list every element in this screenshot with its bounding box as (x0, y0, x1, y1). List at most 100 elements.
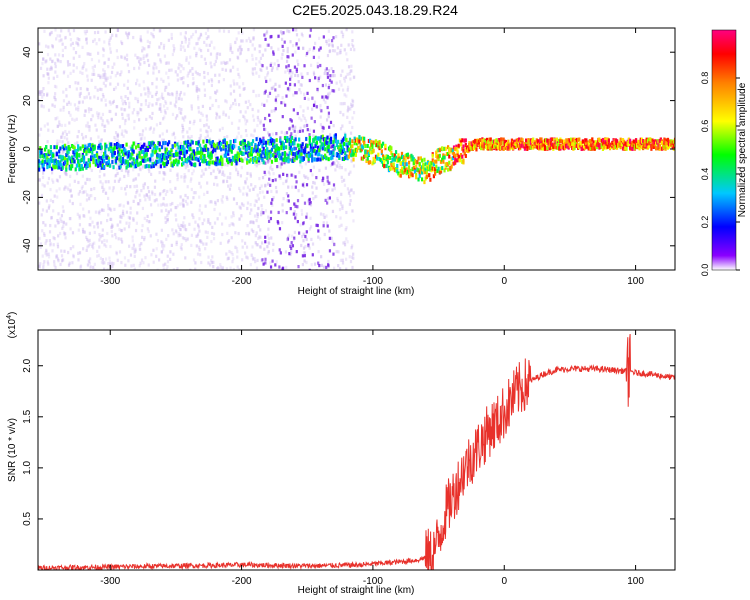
snr-x-ticks: -300 -200 -100 0 100 (100, 330, 644, 587)
spectrogram-cell (210, 259, 213, 263)
spectrogram-cell (350, 188, 353, 192)
spectrogram-cell (341, 35, 345, 39)
spectrogram-cell (352, 256, 355, 260)
spectrogram-cell (232, 267, 235, 270)
spectrogram-cell (194, 267, 197, 270)
spectrogram-cell (203, 40, 206, 44)
spectrogram-cell (183, 179, 186, 183)
spectrogram-cell (547, 138, 550, 143)
spectrogram-cell (54, 92, 57, 96)
spectrogram-cell (263, 154, 266, 159)
spectrogram-cell (288, 233, 291, 237)
spectrogram-cell (245, 245, 249, 249)
spectrogram-cell (52, 236, 55, 240)
spectrogram-cell (198, 195, 201, 199)
spectrogram-cell (294, 125, 297, 129)
spectrogram-cell (69, 227, 72, 231)
spectrogram-cell (109, 263, 112, 267)
spectrogram-cell (496, 139, 499, 144)
spectrogram-cell (324, 138, 327, 143)
spectrogram-cell (309, 203, 313, 207)
spectrogram-cell (62, 165, 66, 169)
spectrogram-cell (343, 183, 347, 187)
spectrogram-cell (400, 151, 404, 156)
spectrogram-cell (299, 105, 302, 109)
spectrogram-cell (240, 134, 243, 139)
spectrogram-cell (102, 81, 105, 85)
spectrogram-cell (224, 68, 228, 72)
spectrogram-cell (91, 155, 94, 160)
spectrogram-cell (166, 217, 169, 221)
spectrogram-cell (296, 205, 299, 209)
spectrogram-cell (213, 46, 216, 50)
spectrogram-cell (98, 143, 101, 148)
spectrogram-cell (220, 155, 223, 160)
spectrogram-cell (159, 159, 162, 164)
spectrogram-cell (475, 139, 478, 144)
spectrogram-cell (238, 141, 242, 146)
spectrogram-cell (601, 141, 605, 146)
spectrogram-cell (248, 232, 251, 236)
spectrogram-cell (272, 50, 275, 54)
spectrogram-cell (329, 120, 333, 124)
spectrogram-cell (352, 149, 355, 154)
spectrogram-cell (483, 140, 486, 145)
spectrogram-cell (435, 164, 438, 169)
spectrogram-cell (133, 126, 136, 130)
spectrogram-cell (322, 126, 325, 130)
spectrogram-cell (271, 86, 274, 90)
spectrogram-cell (327, 111, 331, 115)
spectrogram-cell (234, 156, 237, 161)
spectrogram-cell (164, 262, 167, 266)
spectrogram-cell (85, 248, 88, 252)
spectrogram-cell (488, 145, 491, 150)
spectrogram-cell (468, 145, 471, 150)
spectrogram-cell (350, 255, 354, 259)
spectrogram-cell (86, 88, 89, 92)
spectrogram-cell (162, 46, 166, 50)
spectrogram-cell (39, 262, 42, 266)
spectrogram-cell (224, 153, 227, 158)
spectrogram-cell (107, 206, 110, 211)
spectrogram-cell (138, 167, 141, 171)
spectrogram-cell (100, 145, 103, 150)
spectrogram-cell (345, 28, 348, 32)
spectrogram-cell (299, 91, 303, 95)
spectrogram-cell (437, 157, 440, 162)
spectrogram-cell (202, 155, 205, 160)
spectrogram-cell (160, 203, 163, 207)
spectrogram-cell (261, 208, 264, 212)
spectrogram-cell (190, 177, 193, 181)
spectrogram-cell (235, 246, 239, 251)
spectrogram-cell (85, 235, 88, 239)
spectrogram-cell (322, 35, 325, 39)
spectrogram-cell (310, 237, 313, 242)
spectrogram-cell (203, 70, 206, 75)
spectrogram-cell (66, 186, 69, 190)
spectrogram-cell (332, 89, 336, 93)
spectrogram-cell (163, 172, 166, 176)
spectrogram-cell (109, 47, 112, 51)
spectrogram-cell (208, 43, 211, 47)
spectrogram-cell (476, 142, 479, 147)
spectrogram-cell (73, 152, 76, 157)
spectrogram-cell (63, 187, 66, 191)
spectrogram-cell (345, 237, 348, 241)
spectrogram-cell (528, 139, 531, 144)
spectrogram-cell (186, 185, 189, 189)
spectrogram-cell (548, 143, 551, 148)
spectrogram-cell (118, 157, 121, 162)
spectrogram-cell (300, 212, 304, 216)
spectrogram-cell (165, 267, 168, 270)
spectrogram-cell (341, 144, 344, 149)
spectrogram-cell (522, 144, 525, 149)
spectrogram-cell (181, 157, 184, 162)
spectrogram-cell (61, 155, 64, 160)
spectrogram-cell (190, 104, 193, 108)
spectrogram-cell (72, 159, 75, 164)
spectrogram-cell (288, 140, 291, 144)
spectrogram-cell (43, 153, 47, 158)
spectrogram-cell (188, 127, 191, 131)
spectrogram-cell (216, 145, 219, 150)
spectrogram-cell (155, 145, 158, 150)
